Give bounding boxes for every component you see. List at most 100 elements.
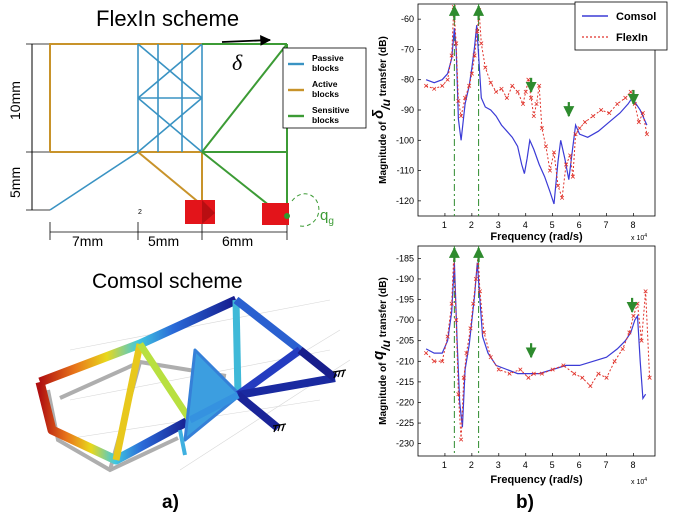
x-exponent: x 104 — [631, 233, 647, 242]
series-point-flexin — [534, 101, 539, 107]
x-tick-label: 6 — [577, 460, 582, 470]
series-point-flexin — [529, 95, 534, 100]
series-point-flexin — [496, 367, 501, 372]
comsol-title: Comsol scheme — [92, 270, 243, 293]
x-tick-label: 3 — [496, 460, 501, 470]
series-point-flexin — [459, 437, 464, 442]
series-point-flexin — [555, 183, 561, 188]
x-tick-label: 1 — [442, 460, 447, 470]
y-tick-label: -100 — [396, 135, 414, 145]
series-point-flexin — [647, 375, 652, 380]
x-exponent: x 104 — [631, 477, 647, 486]
series-point-flexin — [473, 276, 478, 282]
y-label-denominator: /u — [379, 339, 393, 351]
series-point-flexin — [551, 150, 557, 155]
series-point-flexin — [461, 375, 466, 380]
series-point-flexin — [539, 371, 544, 376]
x-tick-label: 4 — [523, 460, 528, 470]
series-point-flexin — [432, 86, 437, 91]
x-exponent-power: 4 — [644, 477, 647, 483]
series-point-flexin — [582, 120, 588, 125]
series-point-flexin — [636, 120, 641, 125]
series-point-flexin — [440, 83, 445, 88]
series-point-flexin — [464, 350, 469, 356]
flexin-title: FlexIn scheme — [96, 6, 239, 31]
series-point-flexin — [607, 110, 612, 116]
series-point-flexin — [572, 371, 577, 376]
sensitive-blocks — [201, 43, 288, 211]
series-point-flexin — [612, 359, 617, 364]
series-point-flexin — [518, 367, 523, 372]
y-axis-label: Magnitude of δ/u transfer (dB) — [370, 36, 393, 184]
series-point-flexin — [467, 83, 472, 88]
chart-2: 1 2 3 4 5 6 7 8 -185 -190 -195 -700 -205 -210 -215 -220… — [370, 245, 656, 486]
delta-arrow — [221, 35, 272, 46]
legend-sensitive-line1: Sensitive — [312, 105, 350, 115]
series-point-flexin — [573, 132, 578, 137]
series-point-flexin — [588, 383, 593, 389]
series-point-flexin — [531, 371, 536, 376]
x-exponent-power: 4 — [644, 233, 647, 239]
series-point-flexin — [475, 29, 480, 34]
q-subscript: g — [328, 216, 334, 227]
series-point-flexin — [445, 334, 450, 339]
y-axis-label: Magnitude of q/u transfer (dB) — [370, 277, 393, 425]
y-label-numerator: q — [370, 351, 387, 360]
x-tick-label: 8 — [630, 460, 635, 470]
panel-b-label: b) — [516, 492, 534, 513]
series-point-flexin — [499, 86, 504, 91]
comsol-deformed-frame — [35, 295, 338, 465]
y-label-denominator: /u — [379, 98, 393, 110]
y-tick-label: -220 — [396, 397, 414, 407]
series-point-flexin — [481, 330, 487, 335]
y-label-pre: Magnitude of — [378, 360, 389, 425]
series-point-flexin — [570, 174, 575, 179]
series-point-flexin — [526, 77, 531, 82]
series-point-flexin — [488, 80, 493, 85]
y-tick-label: -120 — [396, 196, 414, 206]
legend-active-line1: Active — [312, 79, 338, 89]
legend-label-flexin: FlexIn — [616, 32, 648, 44]
series-point-flexin — [520, 101, 526, 107]
x-tick-label: 3 — [496, 220, 501, 230]
q-label: q — [320, 207, 328, 224]
x-tick-label: 5 — [550, 460, 555, 470]
dim-10mm: 10mm — [7, 81, 23, 120]
panel-a-label: a) — [162, 492, 179, 513]
panel-b-charts: 1 2 3 4 5 6 7 8 -60 -70 -80 -90 -100 -110 -120 Frequenc… — [370, 3, 656, 486]
series-point-flexin — [449, 301, 454, 306]
series-point-flexin — [643, 289, 648, 294]
series-point-flexin — [537, 83, 542, 88]
series-point-flexin — [440, 359, 445, 364]
series-point-flexin — [644, 132, 650, 137]
anchor-block-2 — [262, 203, 289, 225]
legend-passive-line2: blocks — [312, 63, 339, 73]
series-point-flexin — [564, 162, 569, 167]
series-point-flexin — [531, 113, 536, 119]
flexin-scheme: FlexIn scheme 10mm 5mm 7mm 5mm 6mm — [7, 6, 367, 249]
node-label-2: 2 — [138, 209, 142, 216]
series-point-flexin — [623, 95, 628, 100]
x-tick-label: 6 — [577, 220, 582, 230]
y-tick-label: -185 — [396, 253, 414, 263]
x-axis-label: Frequency (rad/s) — [490, 231, 583, 243]
x-tick-label: 5 — [550, 220, 555, 230]
comsol-scheme: Comsol scheme — [35, 270, 351, 513]
legend-sensitive-line2: blocks — [312, 115, 339, 125]
y-tick-label: -215 — [396, 377, 414, 387]
series-point-flexin — [577, 126, 582, 131]
series-point-flexin — [454, 318, 459, 323]
series-point-flexin — [507, 371, 512, 376]
series-point-flexin — [561, 363, 566, 368]
series-point-flexin — [615, 101, 620, 107]
y-tick-label: -205 — [396, 336, 414, 346]
series-point-flexin — [472, 53, 477, 58]
series-point-flexin — [568, 153, 573, 158]
legend-active-line2: blocks — [312, 89, 339, 99]
x-tick-label: 2 — [469, 220, 474, 230]
series-point-flexin — [596, 371, 601, 376]
series-point-flexin — [477, 289, 483, 294]
series-point-flexin — [604, 375, 609, 380]
